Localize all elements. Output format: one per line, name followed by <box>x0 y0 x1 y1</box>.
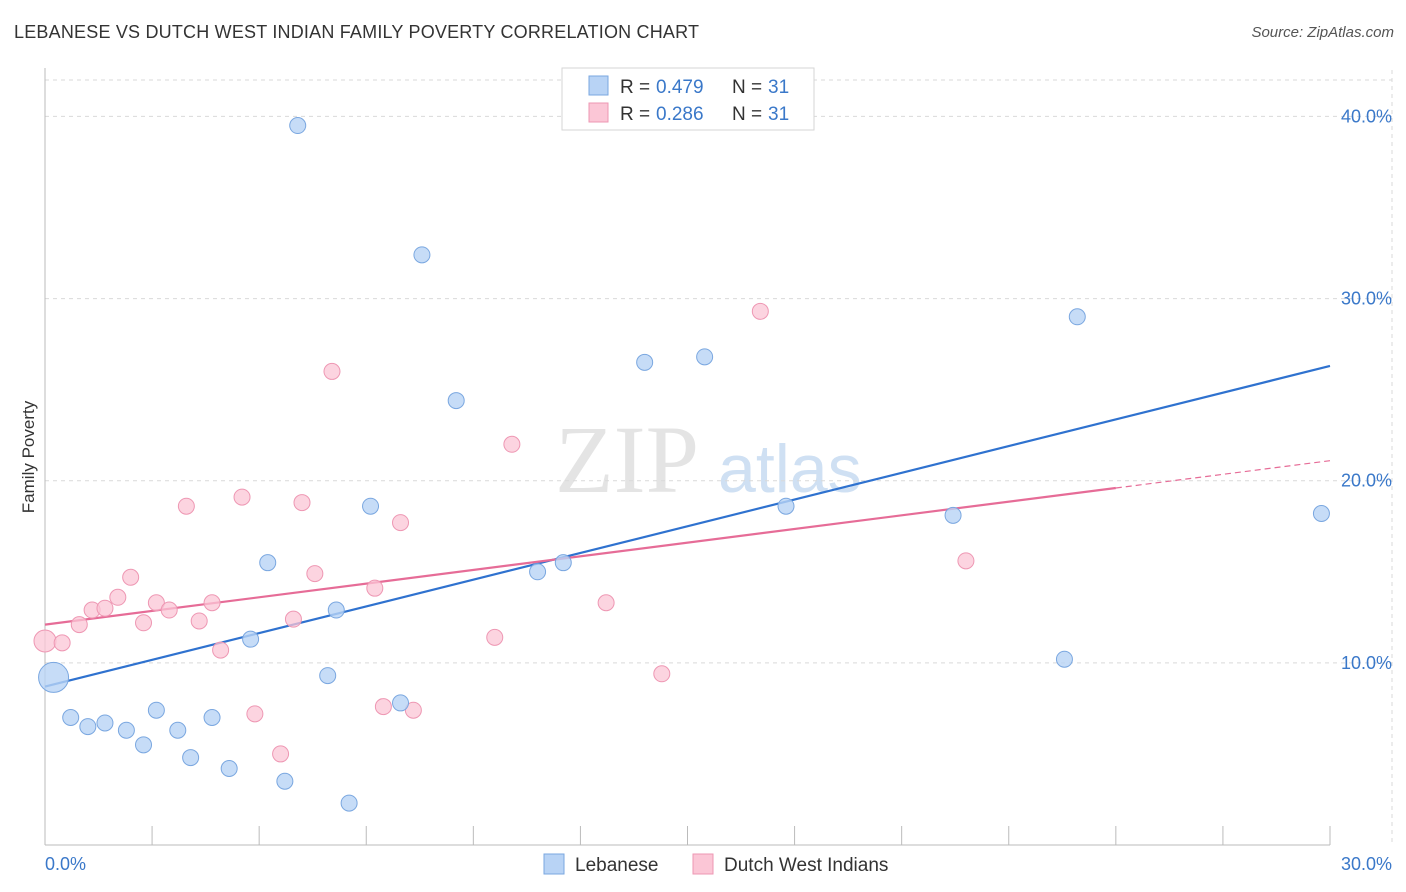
lebanese-point <box>319 667 337 685</box>
legend-r-label: R = <box>620 104 650 125</box>
lebanese-point <box>96 714 114 732</box>
watermark-zip: ZIP <box>555 406 699 513</box>
x-tick-label: 30.0% <box>1341 854 1392 874</box>
dutch-trend-extension <box>1115 460 1331 489</box>
dutch-west-indians-point <box>122 568 140 586</box>
trend-lines <box>44 364 1331 688</box>
lebanese-point <box>529 563 547 581</box>
lebanese-point <box>447 392 465 410</box>
lebanese-point <box>777 497 795 515</box>
legend-swatch-lebanese <box>588 75 609 96</box>
dutch-west-indians-point <box>190 612 208 630</box>
dutch-west-indians-point <box>653 665 671 683</box>
lebanese-point <box>182 749 200 767</box>
dutch-west-indians-point <box>246 705 264 723</box>
lebanese-point <box>117 721 135 739</box>
bottom-legend-swatch-lebanese <box>543 853 565 875</box>
lebanese-point <box>242 630 260 648</box>
lebanese-point <box>636 353 654 371</box>
dutch-west-indians-point <box>957 552 975 570</box>
dutch-west-indians-point <box>597 594 615 612</box>
y-axis-title: Family Poverty <box>19 400 38 513</box>
dutch-west-indians-point <box>203 594 221 612</box>
bottom-legend-dutch: Dutch West Indians <box>724 855 888 876</box>
correlation-legend: R = 0.479 N = 31 R = 0.286 N = 31 <box>561 67 815 131</box>
legend-n-value: 31 <box>768 104 789 125</box>
lebanese-point <box>1312 505 1330 522</box>
lebanese-point <box>147 701 165 719</box>
lebanese-point <box>327 601 345 619</box>
data-points <box>33 117 1330 812</box>
watermark-atlas: atlas <box>718 431 862 507</box>
dutch-west-indians-point <box>366 579 384 597</box>
lebanese-point <box>1055 650 1073 668</box>
lebanese-point <box>135 736 153 754</box>
lebanese-point <box>1068 308 1086 326</box>
chart-title: LEBANESE VS DUTCH WEST INDIAN FAMILY POV… <box>14 22 700 42</box>
dutch-west-indians-point <box>404 701 422 719</box>
lebanese-point <box>276 772 294 790</box>
source-label: Source: ZipAtlas.com <box>1251 24 1394 41</box>
legend-r-label: R = <box>620 77 650 98</box>
lebanese-point <box>169 721 187 739</box>
lebanese-trend-line <box>44 364 1331 688</box>
dutch-west-indians-point <box>33 629 57 653</box>
legend-swatch-dutch <box>588 102 609 123</box>
dutch-west-indians-point <box>392 514 410 532</box>
lebanese-point <box>362 497 380 515</box>
y-tick-label: 20.0% <box>1341 471 1392 491</box>
dutch-west-indians-point <box>109 588 127 606</box>
dutch-west-indians-point <box>503 435 521 453</box>
legend-n-label: N = <box>732 77 762 98</box>
dutch-west-indians-point <box>160 601 178 619</box>
lebanese-point <box>392 694 410 712</box>
y-tick-labels: 10.0% 20.0% 30.0% 40.0% <box>1341 106 1392 672</box>
x-tick-labels: 0.0% 30.0% <box>45 854 1392 874</box>
lebanese-point <box>62 709 80 726</box>
lebanese-point <box>203 709 221 726</box>
y-tick-label: 30.0% <box>1341 289 1392 309</box>
dutch-trend-line <box>44 486 1116 626</box>
dutch-west-indians-point <box>147 594 165 612</box>
bottom-legend-swatch-dutch <box>692 853 714 875</box>
legend-n-label: N = <box>732 104 762 125</box>
dutch-west-indians-point <box>177 497 195 515</box>
legend-n-value: 31 <box>768 77 789 98</box>
axes <box>44 68 1331 846</box>
bottom-legend-lebanese: Lebanese <box>575 855 658 876</box>
dutch-west-indians-point <box>293 494 311 512</box>
series-legend: Lebanese Dutch West Indians <box>543 853 888 876</box>
x-tick-label: 0.0% <box>45 854 86 874</box>
lebanese-point <box>38 661 70 693</box>
y-tick-label: 10.0% <box>1341 653 1392 673</box>
dutch-west-indians-point <box>53 634 71 652</box>
lebanese-point <box>79 718 97 736</box>
dutch-west-indians-point <box>306 565 324 583</box>
lebanese-point <box>220 760 238 777</box>
dutch-west-indians-point <box>751 302 769 320</box>
lebanese-point <box>259 554 277 572</box>
dutch-west-indians-point <box>70 616 88 634</box>
dutch-west-indians-point <box>323 362 341 380</box>
legend-r-value: 0.479 <box>656 77 704 98</box>
dutch-west-indians-point <box>96 599 114 617</box>
legend-r-value: 0.286 <box>656 104 704 125</box>
y-tick-label: 40.0% <box>1341 106 1392 126</box>
dutch-west-indians-point <box>486 628 504 646</box>
watermark: ZIP atlas <box>555 406 862 513</box>
dutch-west-indians-point <box>272 745 290 763</box>
dutch-west-indians-point <box>374 698 392 716</box>
lebanese-point <box>340 794 358 812</box>
lebanese-point <box>696 348 714 366</box>
grid-lines <box>45 70 1393 845</box>
dutch-west-indians-point <box>212 641 230 659</box>
lebanese-point <box>413 246 431 264</box>
lebanese-point <box>944 506 962 524</box>
dutch-west-indians-point <box>135 614 153 632</box>
lebanese-point <box>289 117 307 135</box>
lebanese-point <box>554 554 572 572</box>
dutch-west-indians-point <box>284 610 302 628</box>
dutch-west-indians-point <box>233 488 251 506</box>
